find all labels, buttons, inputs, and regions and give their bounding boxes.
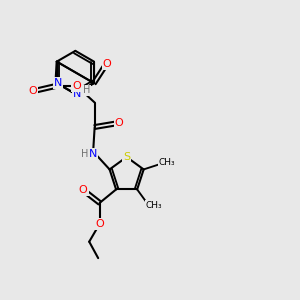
Text: O: O: [72, 81, 81, 91]
Text: H: H: [81, 149, 88, 159]
Text: N: N: [54, 78, 62, 88]
Text: O: O: [115, 118, 124, 128]
Text: N: N: [89, 149, 97, 159]
Text: O: O: [79, 185, 88, 195]
Text: CH₃: CH₃: [146, 201, 163, 210]
Text: N: N: [73, 89, 81, 99]
Text: CH₃: CH₃: [159, 158, 175, 167]
Text: O: O: [95, 219, 104, 229]
Text: O: O: [102, 59, 111, 69]
Text: H: H: [83, 85, 90, 95]
Text: S: S: [123, 152, 130, 162]
Text: O: O: [28, 85, 37, 96]
